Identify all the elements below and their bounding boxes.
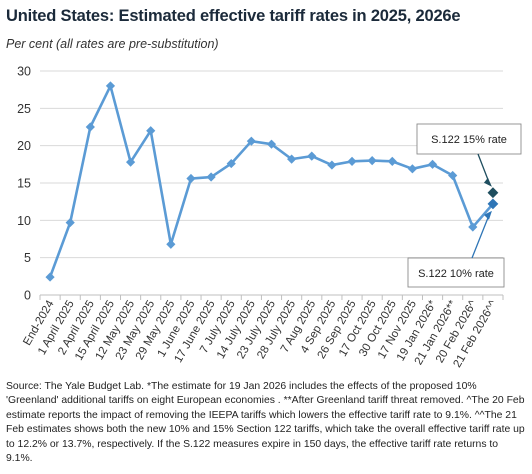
chart-subtitle: Per cent (all rates are pre-substitution… [6,37,219,51]
data-point [266,139,277,149]
data-point [105,81,116,91]
callout-box-15 [416,123,522,155]
data-point [85,122,95,132]
chart-title: United States: Estimated effective tarif… [6,7,461,25]
callout-box-10 [407,257,505,288]
data-point [125,157,136,167]
callout-arrow-10 [471,212,491,259]
y-tick-label: 5 [24,251,31,265]
data-point [186,173,196,184]
y-tick-label: 15 [17,177,31,191]
data-point [307,151,317,161]
extra-point [487,198,499,210]
data-point [407,164,418,174]
y-tick-label: 25 [17,102,31,116]
y-tick-label: 0 [24,289,31,303]
y-tick-label: 30 [17,65,31,79]
data-point [427,159,438,169]
annotations: S.122 15% rate S.122 10% rate [407,123,522,288]
callout-label-15: S.122 15% rate [431,134,507,146]
y-tick-label: 20 [17,139,31,153]
y-axis: 0 5 10 15 20 25 30 [17,65,31,303]
callout-arrowhead-15 [483,177,492,187]
data-point [367,156,377,166]
callout-label-10: S.122 10% rate [418,268,494,280]
data-point [448,170,458,181]
data-point [226,158,236,169]
data-point [146,126,156,136]
data-point [287,154,297,164]
data-point [468,222,478,232]
data-point [387,156,397,166]
data-point [206,172,216,182]
data-point [65,217,75,228]
data-point [347,156,357,166]
source-note: Source: The Yale Budget Lab. *The estima… [6,381,525,465]
series-group [45,81,499,282]
extra-point [487,187,499,199]
callout-arrowhead-10 [483,210,492,220]
data-point [45,272,55,282]
data-point [166,239,176,249]
data-point [327,160,337,170]
data-point [246,136,256,146]
series-line [48,84,494,278]
y-tick-label: 10 [17,214,31,228]
